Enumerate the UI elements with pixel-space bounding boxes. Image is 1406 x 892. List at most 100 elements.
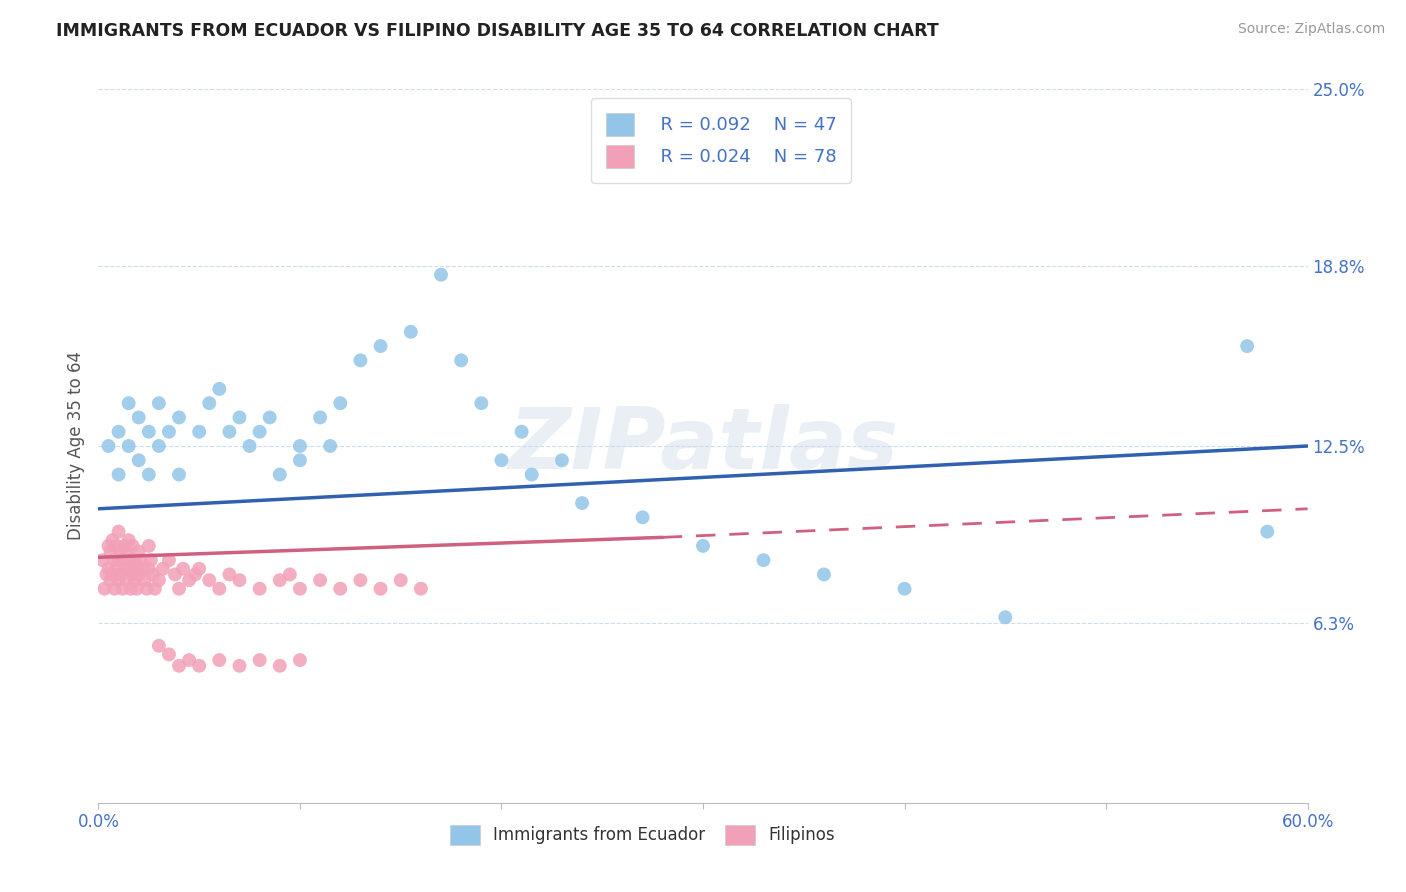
Point — [114, 562, 136, 576]
Point — [167, 467, 190, 482]
Point — [994, 610, 1017, 624]
Point — [179, 573, 201, 587]
Point — [105, 539, 128, 553]
Point — [198, 573, 221, 587]
Point — [138, 467, 160, 482]
Point — [349, 353, 371, 368]
Point — [218, 567, 240, 582]
Point — [1256, 524, 1278, 539]
Point — [309, 410, 332, 425]
Point — [520, 467, 543, 482]
Point — [278, 567, 301, 582]
Point — [288, 453, 311, 467]
Point — [110, 567, 132, 582]
Point — [571, 496, 593, 510]
Point — [111, 582, 134, 596]
Point — [752, 553, 775, 567]
Point — [111, 553, 134, 567]
Point — [319, 439, 342, 453]
Point — [138, 539, 160, 553]
Point — [269, 573, 291, 587]
Point — [228, 573, 250, 587]
Point — [152, 562, 174, 576]
Point — [128, 453, 150, 467]
Point — [132, 562, 155, 576]
Point — [188, 658, 211, 673]
Point — [128, 544, 150, 558]
Point — [115, 544, 138, 558]
Point — [135, 582, 157, 596]
Point — [120, 582, 142, 596]
Point — [631, 510, 654, 524]
Point — [118, 533, 141, 548]
Point — [148, 639, 170, 653]
Point — [124, 573, 146, 587]
Point — [813, 567, 835, 582]
Text: ZIPatlas: ZIPatlas — [508, 404, 898, 488]
Point — [103, 553, 125, 567]
Point — [139, 553, 162, 567]
Point — [184, 567, 207, 582]
Point — [167, 582, 190, 596]
Point — [167, 410, 190, 425]
Point — [107, 467, 129, 482]
Point — [370, 339, 392, 353]
Point — [179, 653, 201, 667]
Point — [288, 653, 311, 667]
Point — [97, 562, 120, 576]
Point — [450, 353, 472, 368]
Point — [167, 658, 190, 673]
Point — [228, 410, 250, 425]
Point — [97, 439, 120, 453]
Point — [172, 562, 194, 576]
Text: Source: ZipAtlas.com: Source: ZipAtlas.com — [1237, 22, 1385, 37]
Point — [288, 582, 311, 596]
Point — [107, 553, 129, 567]
Point — [208, 653, 231, 667]
Y-axis label: Disability Age 35 to 64: Disability Age 35 to 64 — [66, 351, 84, 541]
Point — [121, 567, 143, 582]
Point — [893, 582, 915, 596]
Point — [101, 533, 124, 548]
Point — [129, 553, 152, 567]
Point — [115, 573, 138, 587]
Point — [128, 410, 150, 425]
Point — [249, 653, 271, 667]
Point — [93, 582, 115, 596]
Point — [96, 567, 118, 582]
Point — [114, 539, 136, 553]
Point — [103, 582, 125, 596]
Point — [101, 567, 124, 582]
Point — [470, 396, 492, 410]
Point — [121, 539, 143, 553]
Point — [349, 573, 371, 587]
Point — [329, 582, 352, 596]
Point — [148, 396, 170, 410]
Point — [188, 425, 211, 439]
Point — [91, 553, 114, 567]
Point — [157, 425, 180, 439]
Point — [228, 658, 250, 673]
Point — [118, 396, 141, 410]
Point — [491, 453, 513, 467]
Point — [120, 553, 142, 567]
Point — [118, 562, 141, 576]
Point — [143, 582, 166, 596]
Point — [105, 562, 128, 576]
Point — [198, 396, 221, 410]
Point — [389, 573, 412, 587]
Point — [138, 425, 160, 439]
Point — [239, 439, 262, 453]
Point — [249, 425, 271, 439]
Point — [430, 268, 453, 282]
Point — [259, 410, 281, 425]
Legend: Immigrants from Ecuador, Filipinos: Immigrants from Ecuador, Filipinos — [443, 818, 842, 852]
Point — [142, 567, 165, 582]
Point — [399, 325, 422, 339]
Point — [138, 562, 160, 576]
Point — [107, 573, 129, 587]
Point — [163, 567, 186, 582]
Point — [218, 425, 240, 439]
Point — [370, 582, 392, 596]
Point — [288, 439, 311, 453]
